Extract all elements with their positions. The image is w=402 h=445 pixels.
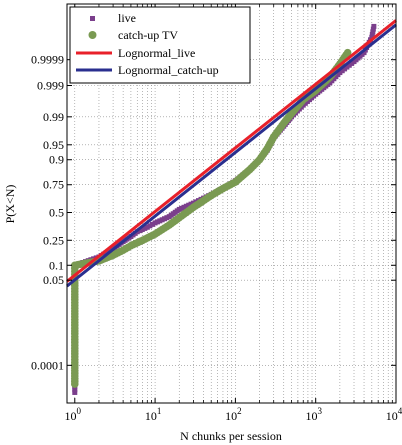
legend-marker-catch-up-tv bbox=[88, 31, 97, 39]
data-point-live bbox=[370, 29, 376, 35]
data-point-live bbox=[72, 387, 78, 393]
data-point-live bbox=[72, 389, 78, 395]
legend-label-catch-up-tv: catch-up TV bbox=[118, 28, 178, 42]
x-tick-label: 100 bbox=[65, 406, 82, 423]
y-tick-label: 0.25 bbox=[43, 233, 64, 247]
x-tick-label: 103 bbox=[305, 406, 322, 423]
data-point-catch-up-tv bbox=[343, 48, 352, 57]
data-point-live bbox=[142, 225, 148, 231]
data-point-live bbox=[147, 223, 153, 229]
y-tick-label: 0.95 bbox=[43, 138, 64, 152]
data-point-live bbox=[144, 224, 150, 230]
y-tick-label: 0.999 bbox=[37, 79, 64, 93]
data-point-live bbox=[139, 227, 145, 233]
legend-label-live: live bbox=[118, 11, 136, 25]
data-point-live bbox=[369, 34, 375, 40]
series-line-lognormal-live bbox=[66, 19, 397, 283]
y-tick-label: 0.0001 bbox=[31, 358, 64, 372]
x-tick-label: 104 bbox=[386, 406, 402, 423]
data-point-live bbox=[137, 228, 143, 234]
y-axis-label: P(X<N) bbox=[3, 185, 17, 224]
y-tick-label: 0.9 bbox=[49, 153, 64, 167]
x-tick-label: 102 bbox=[225, 406, 242, 423]
x-tick-label: 101 bbox=[145, 406, 162, 423]
y-tick-label: 0.1 bbox=[49, 258, 64, 272]
y-tick-label: 0.5 bbox=[49, 206, 64, 220]
y-tick-label: 0.99 bbox=[43, 110, 64, 124]
x-tick-labels: 100 101 102 103 104 bbox=[65, 406, 402, 423]
legend: live catch-up TV Lognormal_live Lognorma… bbox=[69, 6, 251, 84]
series-line-lognormal-catch-up bbox=[66, 23, 397, 288]
legend-marker-live bbox=[90, 16, 95, 21]
data-point-live bbox=[370, 26, 376, 32]
x-axis-label: N chunks per session bbox=[180, 429, 282, 443]
series-layer bbox=[66, 19, 397, 395]
y-tick-label: 0.9999 bbox=[31, 53, 64, 67]
y-tick-labels: 0.0001 0.050.1 0.25 0.5 0.75 0.90.95 0.99 0.999… bbox=[31, 53, 64, 373]
legend-label-lognormal-live: Lognormal_live bbox=[118, 46, 195, 60]
data-point-live bbox=[369, 32, 375, 38]
data-point-live bbox=[371, 23, 377, 29]
y-tick-label: 0.05 bbox=[43, 273, 64, 287]
y-tick-label: 0.75 bbox=[43, 178, 64, 192]
legend-label-lognormal-catch-up: Lognormal_catch-up bbox=[118, 63, 219, 77]
data-point-live bbox=[149, 221, 155, 227]
tick-marks bbox=[67, 4, 397, 403]
data-point-live bbox=[361, 50, 367, 56]
data-point-live bbox=[365, 42, 371, 48]
